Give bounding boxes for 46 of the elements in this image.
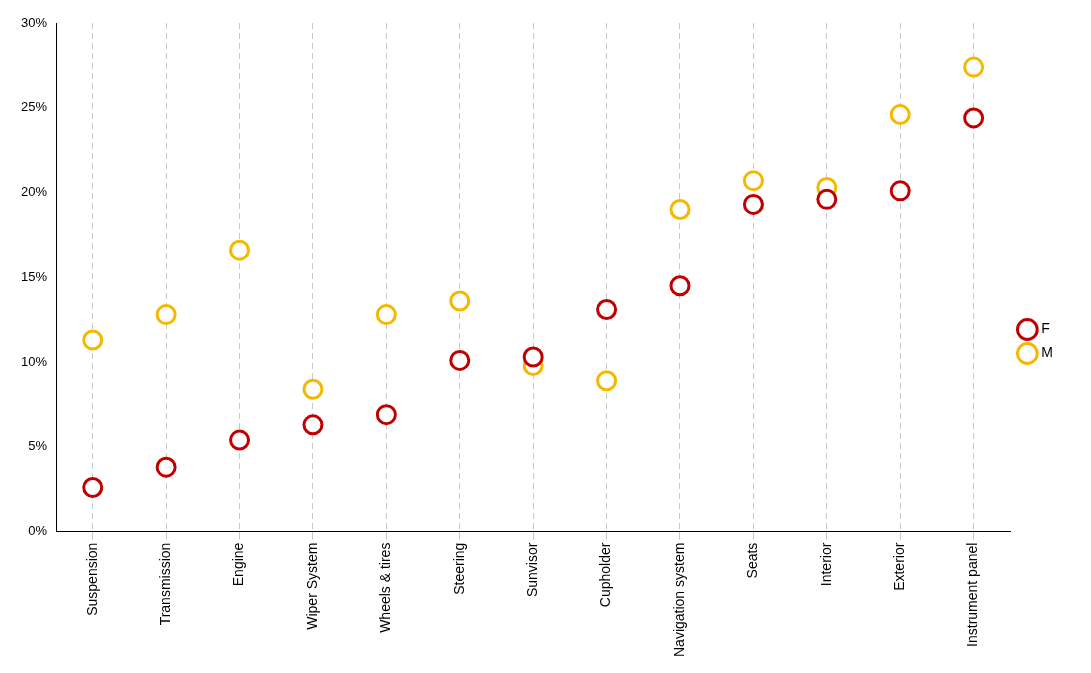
x-tick-label: Instrument panel xyxy=(964,542,981,647)
x-tick-label: Wheels & tires xyxy=(377,542,394,633)
point xyxy=(669,198,691,220)
x-tick-label: Transmission xyxy=(156,542,173,626)
x-tick-label: Seats xyxy=(744,542,761,579)
x-tick-label: Wiper System xyxy=(303,542,320,630)
x-tick-label: Cupholder xyxy=(597,542,614,608)
x-tick-label: Steering xyxy=(450,542,467,595)
point xyxy=(596,370,618,392)
x-tick-label: Interior xyxy=(817,542,834,587)
point xyxy=(375,304,397,326)
x-tick-label: Sunvisor xyxy=(524,542,541,598)
point xyxy=(963,56,985,78)
legend-label: M xyxy=(1041,344,1054,361)
point xyxy=(889,180,911,202)
y-tick-label: 20% xyxy=(20,184,48,200)
point xyxy=(155,304,177,326)
point xyxy=(742,193,764,215)
point xyxy=(963,107,985,129)
point xyxy=(816,188,838,210)
x-tick-label: Navigation system xyxy=(670,542,687,658)
point xyxy=(375,404,397,426)
y-tick-label: 30% xyxy=(20,14,48,30)
point xyxy=(669,275,691,297)
y-tick-label: 15% xyxy=(20,268,48,284)
point xyxy=(302,378,324,400)
point xyxy=(889,104,911,126)
x-tick-label: Engine xyxy=(230,542,247,587)
point xyxy=(229,429,251,451)
point xyxy=(82,329,104,351)
point xyxy=(522,346,544,368)
point xyxy=(742,170,764,192)
point xyxy=(82,477,104,499)
point xyxy=(302,414,324,436)
x-tick-label: Exterior xyxy=(891,542,908,591)
point xyxy=(449,290,471,312)
y-tick-label: 10% xyxy=(20,353,48,369)
point xyxy=(596,299,618,321)
x-tick-label: Suspension xyxy=(83,542,100,616)
y-tick-label: 0% xyxy=(28,523,48,539)
point xyxy=(229,239,251,261)
legend-label: F xyxy=(1041,320,1050,337)
y-tick-label: 5% xyxy=(28,438,48,454)
point xyxy=(155,456,177,478)
point xyxy=(449,349,471,371)
y-tick-label: 25% xyxy=(20,99,48,115)
